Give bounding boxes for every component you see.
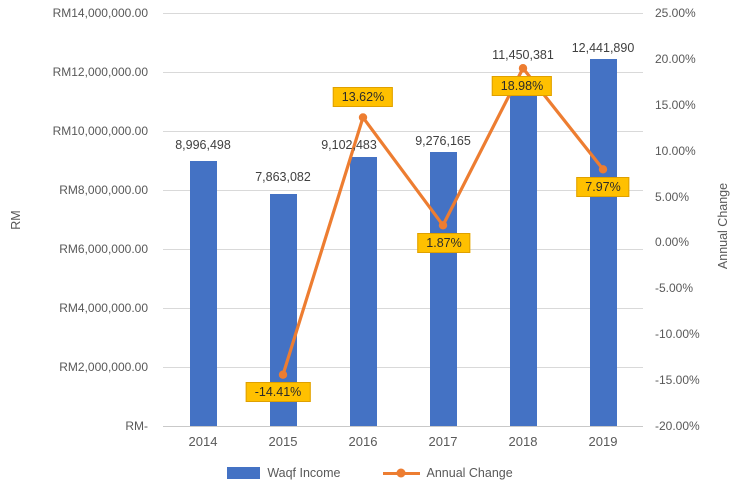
right-axis-tick: 5.00% xyxy=(655,189,690,204)
right-axis-tick: -20.00% xyxy=(655,419,700,433)
gridline xyxy=(163,190,643,191)
bar-2018 xyxy=(509,88,537,426)
x-axis-line xyxy=(163,426,643,427)
annual-change-label-2018: 18.98% xyxy=(491,75,553,96)
legend: Waqf Income Annual Change xyxy=(0,466,740,480)
legend-annual-change-label: Annual Change xyxy=(426,466,513,480)
annual-change-label-2017: 1.87% xyxy=(417,232,471,253)
x-axis-label-2018: 2018 xyxy=(508,434,538,449)
bar-value-label-2014: 8,996,498 xyxy=(175,137,231,152)
x-axis-label-2017: 2017 xyxy=(428,434,458,449)
right-axis-tick: 0.00% xyxy=(655,235,690,250)
right-axis-title: Annual Change xyxy=(716,182,730,269)
left-axis-tick: RM- xyxy=(125,419,148,433)
right-axis-tick: -10.00% xyxy=(655,327,700,342)
bar-2016 xyxy=(349,157,377,426)
bar-2017 xyxy=(429,152,457,426)
bar-value-label-2017: 9,276,165 xyxy=(415,133,471,148)
gridline xyxy=(163,367,643,368)
right-axis-tick: -15.00% xyxy=(655,373,700,388)
bar-2019 xyxy=(589,58,617,426)
left-axis-tick: RM6,000,000.00 xyxy=(59,242,148,256)
right-axis-tick: 10.00% xyxy=(655,143,696,158)
annual-change-label-2015: -14.41% xyxy=(245,382,311,403)
legend-line-marker-icon xyxy=(396,468,406,478)
gridline xyxy=(163,13,643,14)
gridline xyxy=(163,72,643,73)
left-axis-tick: RM14,000,000.00 xyxy=(52,6,148,20)
annual-change-label-2016: 13.62% xyxy=(332,86,394,107)
legend-waqf-income-swatch-icon xyxy=(227,467,261,479)
left-axis-tick: RM12,000,000.00 xyxy=(52,65,148,79)
gridline xyxy=(163,131,643,132)
left-axis-tick: RM8,000,000.00 xyxy=(59,183,148,197)
bar-value-label-2016: 9,102,483 xyxy=(321,138,377,153)
bar-value-label-2015: 7,863,082 xyxy=(255,170,311,185)
right-axis-tick: 20.00% xyxy=(655,51,696,66)
bar-value-label-2018: 11,450,381 xyxy=(492,48,554,63)
gridline xyxy=(163,249,643,250)
bar-2014 xyxy=(189,160,217,426)
right-axis-tick: 25.00% xyxy=(655,6,696,20)
right-axis-tick: -5.00% xyxy=(655,281,694,296)
left-axis-tick: RM2,000,000.00 xyxy=(59,360,148,374)
gridline xyxy=(163,308,643,309)
x-axis-label-2014: 2014 xyxy=(188,434,218,449)
line-marker-icon xyxy=(358,113,368,122)
right-axis-tick: 15.00% xyxy=(655,97,696,112)
left-axis-title: RM xyxy=(9,209,23,230)
legend-waqf-income-label: Waqf Income xyxy=(267,466,341,480)
bar-value-label-2019: 12,441,890 xyxy=(571,40,635,55)
x-axis-label-2015: 2015 xyxy=(268,434,298,449)
x-axis-label-2019: 2019 xyxy=(588,434,618,449)
left-axis-tick: RM4,000,000.00 xyxy=(59,301,148,315)
x-axis-label-2016: 2016 xyxy=(348,434,378,449)
legend-annual-change-line-icon xyxy=(382,468,420,478)
left-axis-tick: RM10,000,000.00 xyxy=(52,124,148,138)
annual-change-label-2019: 7.97% xyxy=(576,176,630,197)
